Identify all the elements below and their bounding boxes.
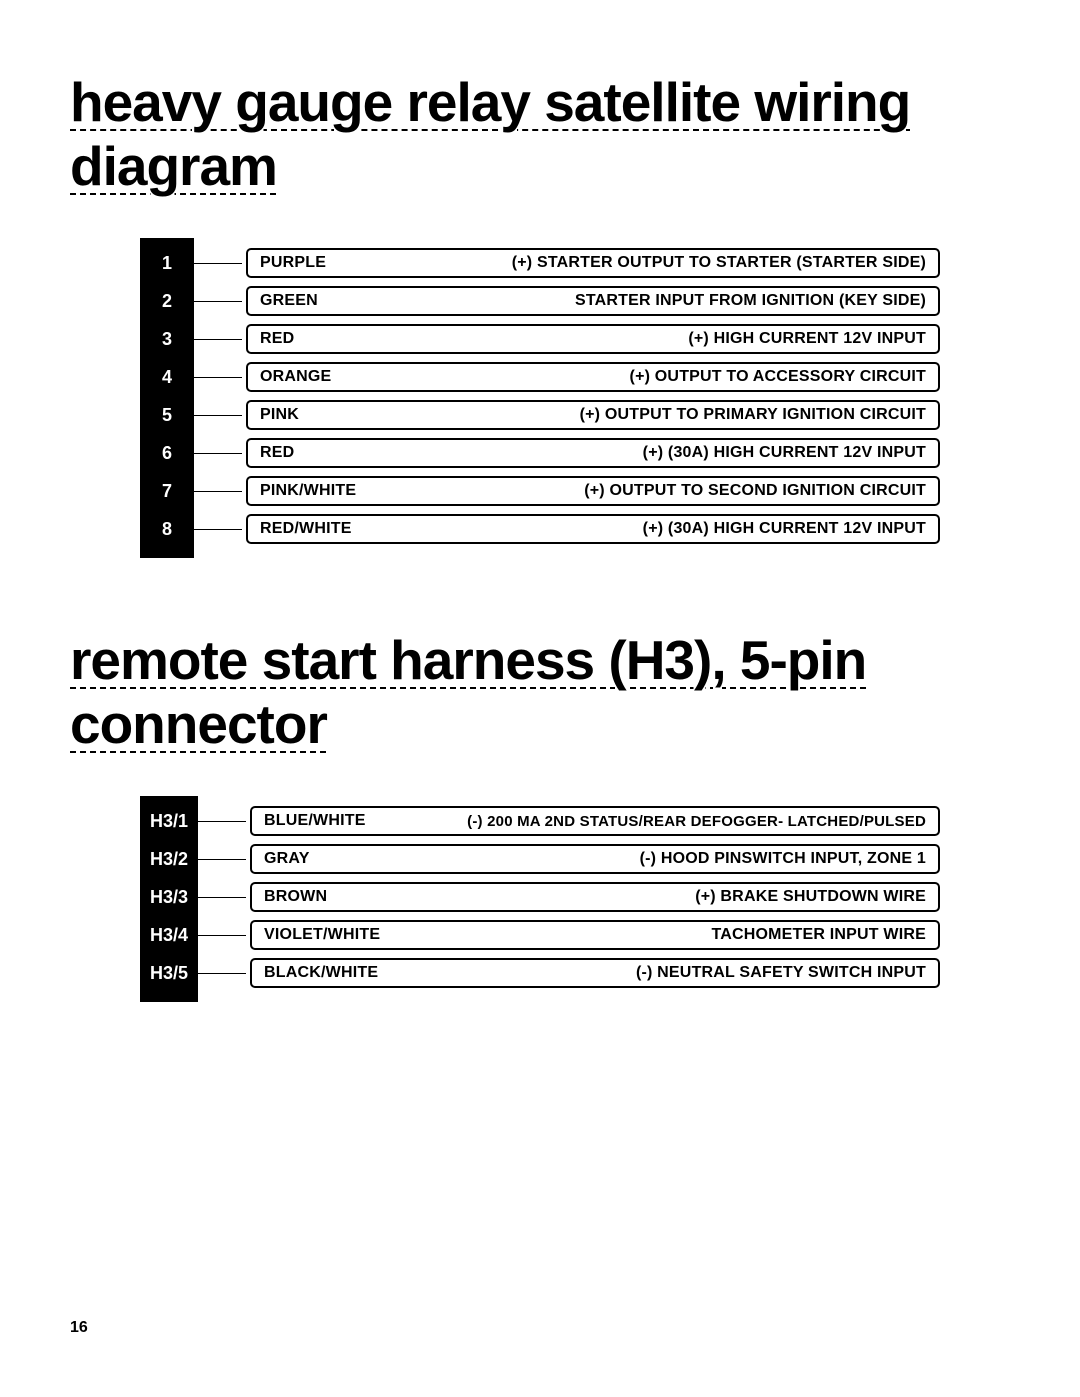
pin-column-2: H3/1 H3/2 H3/3 H3/4 H3/5 (140, 796, 198, 1002)
wire-line (194, 529, 242, 530)
pin-label: 8 (150, 510, 184, 548)
wire-desc: (+) Output To Accessory Circuit (630, 368, 926, 386)
wire-color: Pink (260, 406, 299, 424)
wire-color: Brown (264, 888, 327, 906)
wire-row: Black/White (-) Neutral Safety Switch In… (198, 954, 940, 992)
pin-label: H3/2 (150, 840, 188, 878)
wires-column-2: Blue/White (-) 200 mA 2ND Status/Rear De… (198, 796, 940, 1002)
wire-line (194, 263, 242, 264)
wire-box: Gray (-) Hood Pinswitch Input, Zone 1 (250, 844, 940, 874)
wire-box: Pink (+) Output To Primary Ignition Circ… (246, 400, 940, 430)
pin-label: H3/3 (150, 878, 188, 916)
pin-label: 6 (150, 434, 184, 472)
pin-label: 3 (150, 320, 184, 358)
wire-desc: (+) Starter Output To Starter (Starter S… (512, 254, 926, 272)
wire-line (198, 935, 246, 936)
pin-label: 1 (150, 244, 184, 282)
wire-line (194, 453, 242, 454)
wire-box: Red/White (+) (30A) High Current 12V Inp… (246, 514, 940, 544)
pin-column-1: 1 2 3 4 5 6 7 8 (140, 238, 194, 558)
section-title-2: remote start harness (H3), 5-pin connect… (70, 628, 1010, 756)
wire-row: Green Starter Input From Ignition (Key S… (194, 282, 940, 320)
wire-row: Pink/White (+) Output To Second Ignition… (194, 472, 940, 510)
wire-color: Red (260, 444, 294, 462)
wire-desc: (+) (30A) High Current 12V Input (643, 520, 926, 538)
wire-box: Orange (+) Output To Accessory Circuit (246, 362, 940, 392)
wire-row: Violet/White Tachometer Input Wire (198, 916, 940, 954)
wire-line (194, 491, 242, 492)
wire-color: Gray (264, 850, 310, 868)
wire-box: Blue/White (-) 200 mA 2ND Status/Rear De… (250, 806, 940, 836)
wire-color: Purple (260, 254, 326, 272)
wire-box: Violet/White Tachometer Input Wire (250, 920, 940, 950)
wires-column-1: Purple (+) Starter Output To Starter (St… (194, 238, 940, 558)
wire-box: Pink/White (+) Output To Second Ignition… (246, 476, 940, 506)
wire-desc: (+) (30A) High Current 12V Input (643, 444, 926, 462)
wire-desc: Tachometer Input Wire (711, 926, 926, 944)
section-title-1: heavy gauge relay satellite wiring diagr… (70, 70, 1010, 198)
wire-desc: (+) High Current 12V Input (688, 330, 926, 348)
wire-color: Violet/White (264, 926, 380, 944)
wire-row: Orange (+) Output To Accessory Circuit (194, 358, 940, 396)
wire-line (198, 897, 246, 898)
wire-line (194, 415, 242, 416)
wire-box: Black/White (-) Neutral Safety Switch In… (250, 958, 940, 988)
wire-row: Gray (-) Hood Pinswitch Input, Zone 1 (198, 840, 940, 878)
wire-row: Red/White (+) (30A) High Current 12V Inp… (194, 510, 940, 548)
pin-label: 4 (150, 358, 184, 396)
wire-row: Brown (+) Brake Shutdown Wire (198, 878, 940, 916)
wire-line (194, 377, 242, 378)
wire-box: Red (+) (30A) High Current 12V Input (246, 438, 940, 468)
pin-label: 5 (150, 396, 184, 434)
wire-color: Red (260, 330, 294, 348)
page-number: 16 (70, 1319, 88, 1337)
wire-color: Red/White (260, 520, 352, 538)
wire-desc: (-) 200 mA 2ND Status/Rear Defogger- Lat… (467, 813, 926, 830)
wire-color: Blue/White (264, 812, 366, 830)
wire-box: Red (+) High Current 12V Input (246, 324, 940, 354)
wiring-diagram-1: 1 2 3 4 5 6 7 8 Purple (+) Starter Outpu… (140, 238, 940, 558)
wire-row: Pink (+) Output To Primary Ignition Circ… (194, 396, 940, 434)
pin-label: H3/4 (150, 916, 188, 954)
wire-desc: (-) Hood Pinswitch Input, Zone 1 (640, 850, 926, 868)
wire-row: Red (+) (30A) High Current 12V Input (194, 434, 940, 472)
pin-label: 2 (150, 282, 184, 320)
wire-desc: Starter Input From Ignition (Key Side) (575, 292, 926, 310)
wire-color: Black/White (264, 964, 378, 982)
wire-desc: (+) Output To Second Ignition Circuit (584, 482, 926, 500)
wire-line (198, 821, 246, 822)
wire-row: Blue/White (-) 200 mA 2ND Status/Rear De… (198, 802, 940, 840)
wire-color: Green (260, 292, 318, 310)
page: heavy gauge relay satellite wiring diagr… (0, 0, 1080, 1397)
wire-box: Green Starter Input From Ignition (Key S… (246, 286, 940, 316)
wire-desc: (+) Brake Shutdown Wire (695, 888, 926, 906)
wire-line (194, 339, 242, 340)
wire-row: Red (+) High Current 12V Input (194, 320, 940, 358)
wire-box: Purple (+) Starter Output To Starter (St… (246, 248, 940, 278)
wire-color: Orange (260, 368, 331, 386)
wire-line (198, 859, 246, 860)
wire-box: Brown (+) Brake Shutdown Wire (250, 882, 940, 912)
wire-line (194, 301, 242, 302)
wire-desc: (-) Neutral Safety Switch Input (636, 964, 926, 982)
pin-label: H3/1 (150, 802, 188, 840)
pin-label: H3/5 (150, 954, 188, 992)
wire-desc: (+) Output To Primary Ignition Circuit (580, 406, 926, 424)
wire-color: Pink/White (260, 482, 356, 500)
pin-label: 7 (150, 472, 184, 510)
wire-row: Purple (+) Starter Output To Starter (St… (194, 244, 940, 282)
wire-line (198, 973, 246, 974)
wiring-diagram-2: H3/1 H3/2 H3/3 H3/4 H3/5 Blue/White (-) … (140, 796, 940, 1002)
